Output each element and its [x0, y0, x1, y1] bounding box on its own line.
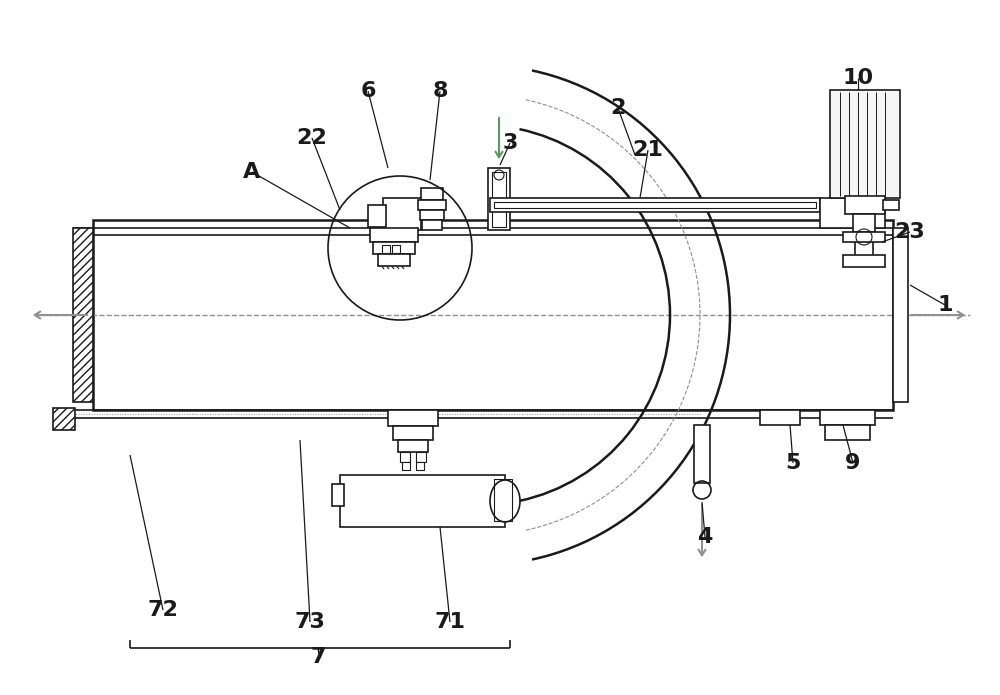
Bar: [368, 205, 386, 227]
Bar: [382, 245, 390, 253]
Bar: [416, 462, 424, 470]
Text: 1: 1: [937, 295, 953, 315]
Text: 8: 8: [432, 81, 448, 101]
Bar: [332, 484, 344, 506]
Bar: [370, 228, 418, 242]
Text: 4: 4: [697, 527, 713, 547]
Bar: [494, 202, 816, 208]
Text: 3: 3: [502, 133, 518, 153]
Bar: [402, 462, 410, 470]
Bar: [694, 425, 710, 483]
Bar: [853, 214, 875, 232]
Text: 7: 7: [310, 647, 326, 667]
Bar: [393, 426, 433, 440]
Bar: [488, 168, 510, 230]
Text: 71: 71: [434, 612, 466, 632]
Bar: [398, 440, 428, 452]
Text: 2: 2: [610, 98, 626, 118]
Bar: [422, 220, 442, 230]
Bar: [53, 408, 75, 430]
Bar: [388, 410, 438, 426]
Text: 23: 23: [895, 222, 925, 242]
Bar: [373, 242, 415, 254]
Text: 9: 9: [845, 453, 861, 473]
Bar: [418, 200, 446, 210]
Bar: [883, 200, 899, 210]
Bar: [73, 228, 93, 402]
Bar: [843, 255, 885, 267]
Bar: [893, 228, 908, 402]
Bar: [820, 198, 885, 228]
Bar: [494, 479, 512, 521]
Text: 10: 10: [842, 68, 874, 88]
Bar: [845, 196, 885, 214]
Bar: [392, 245, 400, 253]
Bar: [760, 410, 800, 425]
Bar: [93, 220, 893, 410]
Bar: [340, 475, 505, 527]
Text: 6: 6: [360, 81, 376, 101]
Bar: [383, 198, 421, 230]
Text: 5: 5: [785, 453, 801, 473]
Text: 21: 21: [633, 140, 663, 160]
Bar: [490, 198, 820, 212]
Text: A: A: [243, 162, 261, 182]
Text: 72: 72: [148, 600, 178, 620]
Bar: [830, 90, 900, 198]
Bar: [400, 452, 410, 462]
Bar: [378, 254, 410, 266]
Text: 22: 22: [297, 128, 327, 148]
Bar: [416, 452, 426, 462]
Bar: [843, 232, 885, 242]
Bar: [820, 410, 875, 425]
Bar: [492, 172, 506, 227]
Bar: [825, 425, 870, 440]
Bar: [420, 210, 444, 220]
Bar: [421, 188, 443, 200]
Text: 73: 73: [295, 612, 325, 632]
